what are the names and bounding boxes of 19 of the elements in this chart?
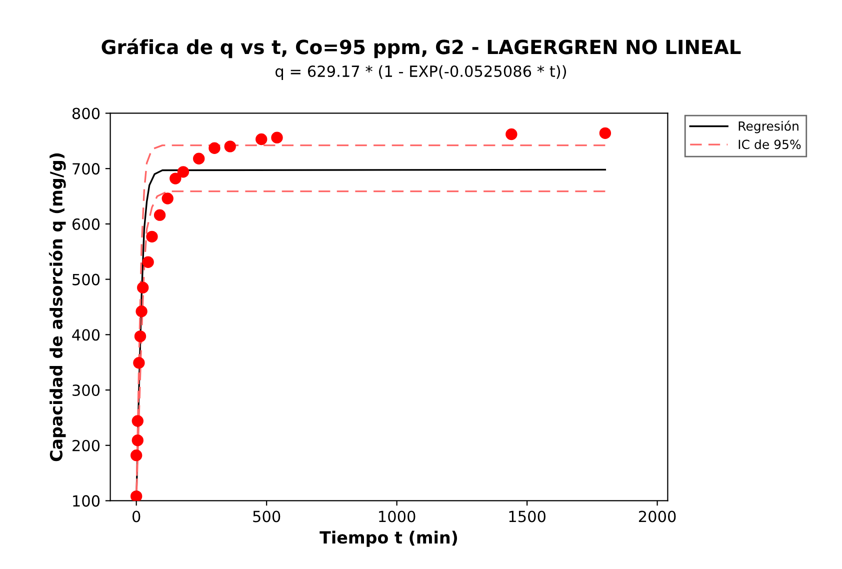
y-tick-label: 600	[72, 218, 100, 230]
x-tick-label: 500	[253, 510, 280, 522]
y-tick-label: 200	[72, 440, 100, 452]
x-tick-label: 1000	[379, 510, 416, 522]
legend-label: Regresión	[738, 120, 798, 134]
chart-title: Gráfica de q vs t, Co=95 ppm, G2 - LAGERGREN NO LINEAL	[102, 38, 741, 58]
y-tick-label: 400	[72, 329, 100, 341]
x-tick-label: 0	[132, 510, 140, 522]
y-tick-label: 800	[72, 108, 100, 120]
y-tick-label: 100	[73, 495, 100, 507]
x-tick-label: 1500	[509, 510, 546, 522]
y-tick-label: 300	[72, 384, 100, 396]
y-axis-title: Capacidad de adsorción q (mg/g)	[48, 153, 66, 462]
legend-label: IC de 95%	[738, 139, 801, 150]
x-tick-label: 2000	[638, 510, 676, 522]
y-tick-label: 500	[72, 274, 100, 286]
y-tick-label: 700	[72, 163, 100, 175]
x-axis-title: Tiempo t (min)	[320, 530, 458, 547]
chart-subtitle: q = 629.17 * (1 - EXP(-0.0525086 * t))	[276, 65, 566, 80]
